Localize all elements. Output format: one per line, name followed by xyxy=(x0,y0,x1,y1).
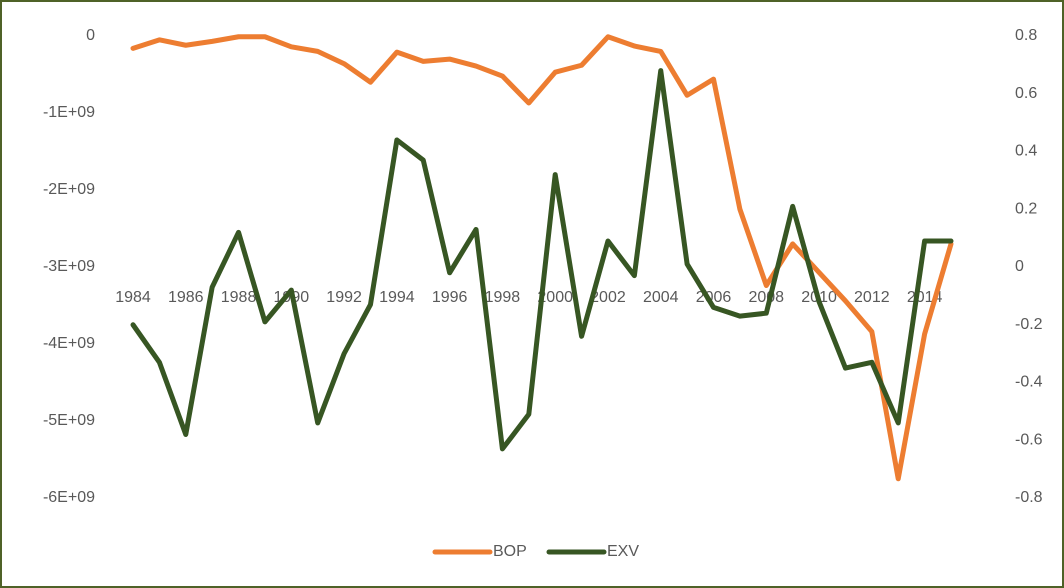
y2-tick-label: 0.4 xyxy=(1015,143,1037,160)
series-line xyxy=(130,34,954,482)
x-tick-label: 2004 xyxy=(643,289,679,306)
y-tick-label: -2E+09 xyxy=(43,181,95,198)
legend-label: BOP xyxy=(493,543,527,560)
y-tick-label: -5E+09 xyxy=(43,412,95,429)
x-tick-label: 1992 xyxy=(326,289,362,306)
x-tick-label: 1994 xyxy=(379,289,415,306)
y-tick-label: -4E+09 xyxy=(43,335,95,352)
series-line xyxy=(130,68,954,452)
y2-tick-label: -0.6 xyxy=(1015,431,1043,448)
x-tick-label: 2002 xyxy=(590,289,626,306)
y-tick-label: 0 xyxy=(86,27,95,44)
x-tick-label: 1986 xyxy=(168,289,204,306)
x-tick-label: 1998 xyxy=(485,289,521,306)
x-tick-label: 1996 xyxy=(432,289,468,306)
x-tick-label: 1988 xyxy=(221,289,257,306)
y2-tick-label: -0.2 xyxy=(1015,316,1043,333)
x-tick-label: 2008 xyxy=(748,289,784,306)
y-tick-label: -3E+09 xyxy=(43,258,95,275)
y2-tick-label: 0.8 xyxy=(1015,27,1037,44)
x-tick-label: 2012 xyxy=(854,289,890,306)
y2-tick-label: 0.2 xyxy=(1015,200,1037,217)
x-tick-label: 1984 xyxy=(115,289,151,306)
y2-tick-label: -0.8 xyxy=(1015,489,1043,506)
legend-label: EXV xyxy=(607,543,639,560)
x-tick-label: 2000 xyxy=(537,289,573,306)
y-tick-label: -1E+09 xyxy=(43,104,95,121)
y2-tick-label: -0.4 xyxy=(1015,374,1043,391)
y2-tick-label: 0.6 xyxy=(1015,85,1037,102)
y-tick-label: -6E+09 xyxy=(43,489,95,506)
y2-tick-label: 0 xyxy=(1015,258,1024,275)
